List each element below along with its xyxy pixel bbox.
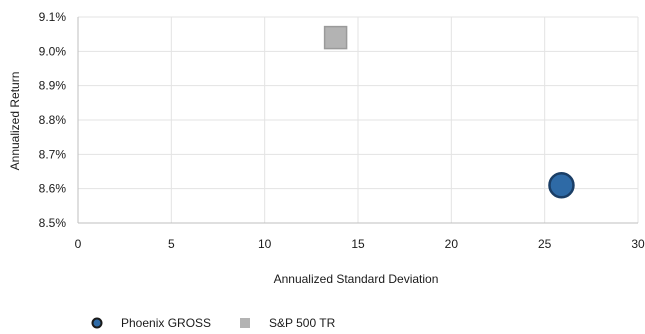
legend-label: S&P 500 TR xyxy=(269,316,336,330)
x-tick-label: 25 xyxy=(538,237,552,251)
x-tick-label: 30 xyxy=(631,237,645,251)
y-tick-label: 8.5% xyxy=(39,216,67,230)
legend: Phoenix GROSS S&P 500 TR xyxy=(91,316,336,330)
tick-labels: 8.5% 8.6% 8.7% 8.8% 8.9% 9.0% 9.1% 0 5 10 15 20 25 30 xyxy=(39,10,645,251)
legend-label: Phoenix GROSS xyxy=(121,316,211,330)
grid-lines xyxy=(77,16,639,224)
y-tick-label: 8.6% xyxy=(39,182,67,196)
legend-circle-marker xyxy=(91,317,103,329)
legend-square-marker xyxy=(240,318,250,328)
axes xyxy=(77,17,638,224)
y-tick-label: 8.9% xyxy=(39,79,67,93)
x-tick-label: 10 xyxy=(258,237,272,251)
x-tick-label: 15 xyxy=(351,237,365,251)
y-tick-label: 8.7% xyxy=(39,147,67,161)
x-tick-label: 5 xyxy=(168,237,175,251)
point-phoenix-gross xyxy=(548,171,575,199)
data-points xyxy=(323,25,575,199)
x-axis-title: Annualized Standard Deviation xyxy=(274,272,439,286)
y-tick-label: 9.0% xyxy=(39,44,67,58)
y-tick-label: 9.1% xyxy=(39,10,67,24)
x-tick-label: 20 xyxy=(445,237,459,251)
x-tick-label: 0 xyxy=(75,237,82,251)
y-axis-title: Annualized Return xyxy=(8,72,22,171)
point-sp500-tr xyxy=(323,25,348,50)
y-tick-label: 8.8% xyxy=(39,113,67,127)
